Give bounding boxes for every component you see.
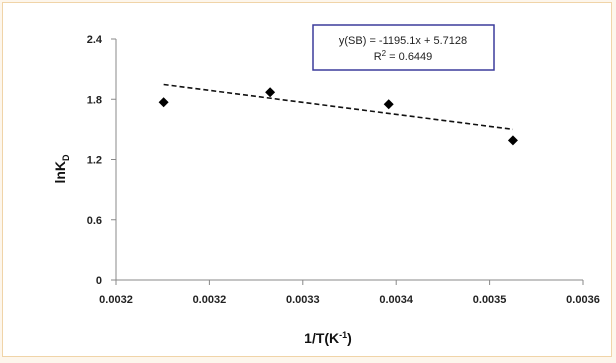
tick-labels: 0 0.6 1.2 1.8 2.4 0.0032 0.0032 0.0033 0.0034 0.0…	[87, 34, 600, 306]
x-tick-label: 0.0035	[473, 294, 507, 306]
y-axis-title: lnKD	[52, 154, 71, 184]
x-tick-label: 0.0036	[566, 294, 600, 306]
x-tick-label: 0.0032	[99, 294, 133, 306]
y-tick-label: 1.2	[87, 155, 102, 167]
axes	[111, 38, 584, 285]
data-point	[265, 87, 276, 98]
trendline	[163, 83, 514, 131]
data-point	[507, 135, 518, 146]
x-tick-label: 0.0034	[379, 294, 414, 306]
data-point	[158, 97, 169, 108]
data-point	[383, 99, 394, 110]
r-squared-line: R2 = 0.6449	[374, 49, 433, 63]
trendline-path	[163, 83, 514, 131]
x-tick-label: 0.0033	[286, 294, 320, 306]
equation-box-border	[312, 24, 495, 71]
x-axis-title: 1/T(K-1)	[304, 330, 352, 346]
y-tick-label: 1.8	[87, 94, 102, 106]
y-tick-label: 2.4	[87, 34, 103, 46]
data-points	[158, 87, 518, 146]
equation-line: y(SB) = -1195.1x + 5.7128	[339, 35, 467, 47]
y-tick-label: 0.6	[87, 215, 102, 227]
x-tick-label: 0.0032	[193, 294, 227, 306]
equation-box: y(SB) = -1195.1x + 5.7128 R2 = 0.6449	[312, 24, 495, 71]
y-tick-label: 0	[96, 275, 102, 287]
scatter-chart: 0 0.6 1.2 1.8 2.4 0.0032 0.0032 0.0033 0.0034 0.0…	[52, 24, 600, 346]
chart-frame: 0 0.6 1.2 1.8 2.4 0.0032 0.0032 0.0033 0.0034 0.0…	[2, 2, 612, 357]
